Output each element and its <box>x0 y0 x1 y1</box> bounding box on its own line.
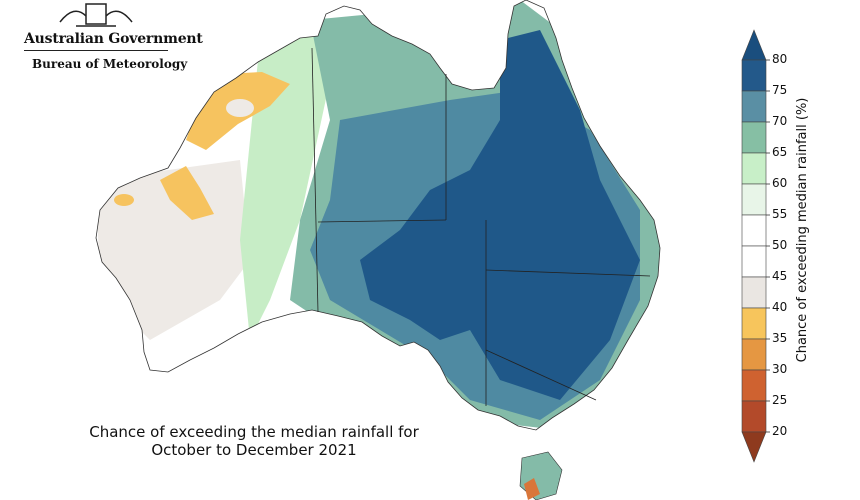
colorbar-band <box>741 214 767 247</box>
colorbar-tick-label: 70 <box>772 114 788 128</box>
colorbar-tick-label: 50 <box>772 238 788 252</box>
colorbar-tick-label: 60 <box>772 176 788 190</box>
colorbar-band <box>741 338 767 371</box>
government-name: Australian Government <box>24 31 203 47</box>
colorbar-band <box>741 90 767 123</box>
colorbar-band <box>741 400 767 433</box>
colorbar-band <box>741 152 767 185</box>
colorbar-title: Chance of exceeding median rainfall (%) <box>795 97 810 363</box>
colorbar-legend <box>741 29 770 463</box>
map-caption-line1: Chance of exceeding the median rainfall … <box>89 423 419 441</box>
colorbar-tick-label: 25 <box>772 393 788 407</box>
colorbar-tick-label: 55 <box>772 207 788 221</box>
colorbar-tick-label: 40 <box>772 300 788 314</box>
colorbar-arrow-bottom <box>741 431 767 463</box>
colorbar-band <box>741 183 767 216</box>
colorbar-band <box>741 121 767 154</box>
logo-divider <box>24 50 168 51</box>
colorbar-tick-label: 20 <box>772 424 788 438</box>
colorbar-tick-label: 45 <box>772 269 788 283</box>
colorbar-band <box>741 307 767 340</box>
coat-of-arms-icon <box>59 3 133 27</box>
colorbar-band <box>741 59 767 92</box>
colorbar-band <box>741 369 767 402</box>
colorbar-tick-label: 80 <box>772 52 788 66</box>
colorbar-band <box>741 245 767 278</box>
colorbar-band <box>741 276 767 309</box>
map-caption-line2: October to December 2021 <box>151 441 357 459</box>
bureau-name: Bureau of Meteorology <box>32 57 188 71</box>
rainfall-outlook-map <box>95 0 661 500</box>
colorbar-tick-label: 75 <box>772 83 788 97</box>
colorbar-tick-label: 35 <box>772 331 788 345</box>
colorbar-tick-label: 65 <box>772 145 788 159</box>
colorbar-arrow-top <box>741 29 767 61</box>
colorbar-tick-label: 30 <box>772 362 788 376</box>
